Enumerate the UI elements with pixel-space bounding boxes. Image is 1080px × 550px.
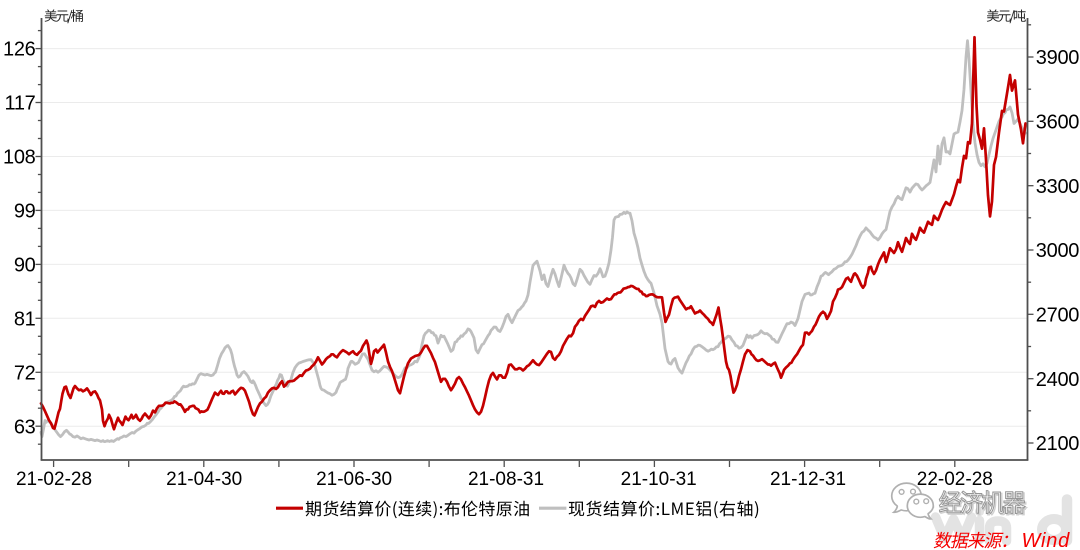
svg-text:3600: 3600: [1036, 111, 1079, 133]
svg-text:3900: 3900: [1036, 47, 1079, 69]
svg-text:21-04-30: 21-04-30: [166, 469, 242, 490]
svg-text:90: 90: [14, 255, 36, 277]
svg-text:117: 117: [5, 93, 36, 115]
svg-text:99: 99: [14, 201, 36, 223]
svg-text:2400: 2400: [1036, 369, 1079, 391]
svg-text:72: 72: [14, 362, 36, 384]
svg-text:81: 81: [14, 308, 36, 330]
svg-text:108: 108: [3, 147, 36, 169]
svg-text:3000: 3000: [1036, 240, 1079, 262]
svg-text:126: 126: [3, 39, 36, 61]
svg-text:21-02-28: 21-02-28: [16, 469, 92, 490]
svg-text:21-10-31: 21-10-31: [621, 469, 697, 490]
svg-text:3300: 3300: [1036, 176, 1079, 198]
svg-text:21-08-31: 21-08-31: [468, 469, 544, 490]
svg-text:21-12-31: 21-12-31: [770, 469, 846, 490]
svg-text:21-06-30: 21-06-30: [316, 469, 392, 490]
svg-text:2100: 2100: [1036, 433, 1079, 455]
svg-text:2700: 2700: [1036, 304, 1079, 326]
svg-text:22-02-28: 22-02-28: [917, 469, 993, 490]
svg-text:Wind: Wind: [1022, 530, 1071, 550]
svg-text:63: 63: [14, 416, 36, 438]
